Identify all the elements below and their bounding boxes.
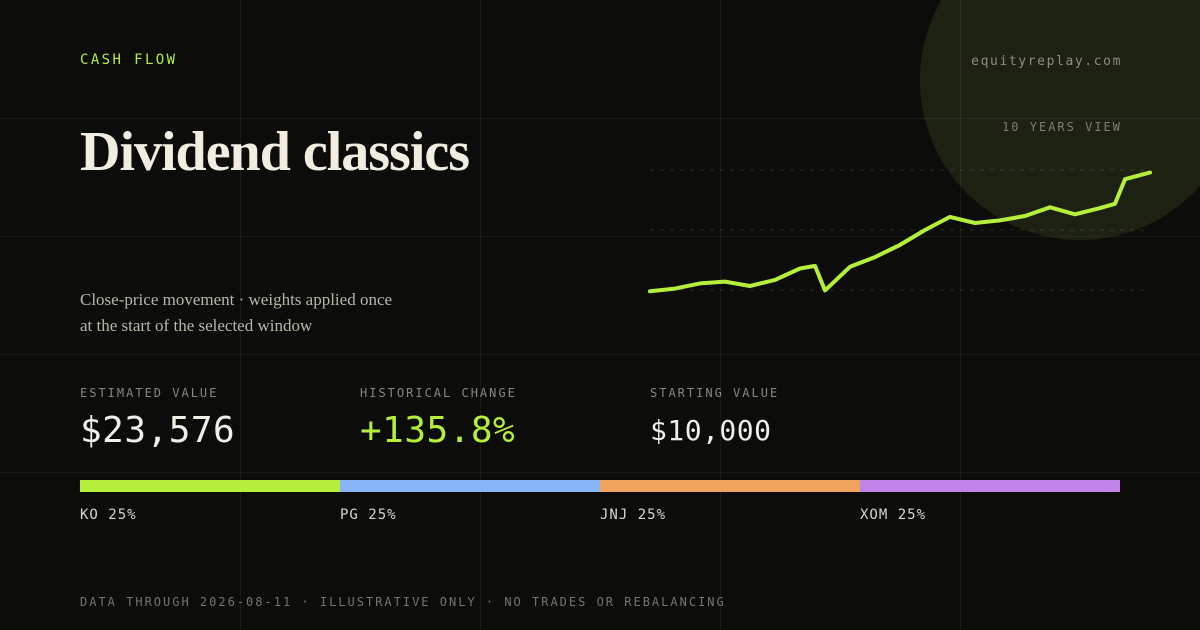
estimated-value-label: ESTIMATED VALUE	[80, 386, 219, 400]
series-point	[823, 288, 827, 292]
allocation-segment-jnj	[600, 480, 860, 492]
grid-line-vertical	[720, 0, 721, 630]
series-point	[723, 280, 727, 284]
allocation-weight: 25%	[108, 507, 137, 523]
series-point	[848, 265, 852, 269]
chart-grid	[650, 169, 1150, 291]
allocation-ticker: XOM	[860, 507, 889, 523]
footer-disclaimer: DATA THROUGH 2026-08-11 · ILLUSTRATIVE O…	[80, 595, 726, 609]
starting-value-label: STARTING VALUE	[650, 386, 780, 400]
series-point	[1123, 177, 1127, 181]
series-point	[1073, 212, 1077, 216]
page-title: Dividend classics	[80, 121, 470, 183]
series-point	[1098, 206, 1102, 210]
eyebrow-label: CASH FLOW	[80, 52, 178, 68]
allocation-weight: 25%	[897, 507, 927, 523]
allocation-weight: 25%	[637, 507, 667, 523]
series-point	[973, 221, 977, 225]
series-point	[1048, 205, 1052, 209]
allocation-bar	[80, 480, 1120, 492]
series-point	[748, 284, 752, 288]
subtitle: Close-price movement · weights applied o…	[80, 287, 460, 339]
allocation-segment-xom	[860, 480, 1120, 492]
series-point	[673, 287, 677, 291]
series-point	[813, 264, 817, 268]
allocation-segment-ko	[80, 480, 340, 492]
series-point	[698, 281, 702, 285]
grid-line-vertical	[240, 0, 241, 630]
grid-line-horizontal	[0, 354, 1200, 355]
starting-value-stat: STARTING VALUE $10,000	[650, 386, 779, 447]
historical-change-label: HISTORICAL CHANGE	[360, 386, 517, 400]
allocation-ticker: JNJ	[600, 507, 629, 523]
chart-series	[648, 170, 1152, 294]
series-point	[948, 215, 952, 219]
grid-line-horizontal	[0, 118, 1200, 119]
series-point	[1023, 214, 1027, 218]
series-point	[1148, 170, 1152, 175]
allocation-label-pg: PG 25%	[340, 507, 397, 523]
series-point	[648, 289, 652, 293]
series-point	[898, 243, 902, 247]
series-point	[998, 218, 1002, 222]
allocation-label-ko: KO 25%	[80, 507, 137, 523]
series-point	[923, 228, 927, 232]
grid-line-vertical	[960, 0, 961, 630]
allocation-weight: 25%	[368, 507, 397, 523]
range-label: 10 YEARS VIEW	[1002, 120, 1122, 134]
historical-change-stat: HISTORICAL CHANGE +135.8%	[360, 386, 517, 451]
subtitle-line: Close-price movement · weights applied o…	[80, 290, 393, 309]
grid-line-horizontal	[0, 472, 1200, 473]
allocation-segment-pg	[340, 480, 600, 492]
series-point	[873, 255, 877, 259]
site-url[interactable]: equityreplay.com	[971, 54, 1122, 69]
allocation-ticker: KO	[80, 507, 99, 523]
series-point	[798, 266, 802, 271]
allocation-label-jnj: JNJ 25%	[600, 507, 666, 523]
estimated-value-stat: ESTIMATED VALUE $23,576	[80, 386, 235, 451]
series-line	[648, 170, 1152, 294]
grid-line-horizontal	[0, 236, 1200, 237]
grid-line-vertical	[480, 0, 481, 630]
estimated-value: $23,576	[80, 410, 236, 451]
historical-change-value: +135.8%	[360, 410, 516, 451]
subtitle-line: at the start of the selected window	[80, 316, 313, 335]
series-point	[773, 278, 777, 282]
performance-chart	[648, 169, 1152, 294]
allocation-ticker: PG	[340, 507, 359, 523]
series-point	[1113, 202, 1117, 206]
starting-value: $10,000	[650, 414, 772, 447]
allocation-label-xom: XOM 25%	[860, 507, 926, 523]
